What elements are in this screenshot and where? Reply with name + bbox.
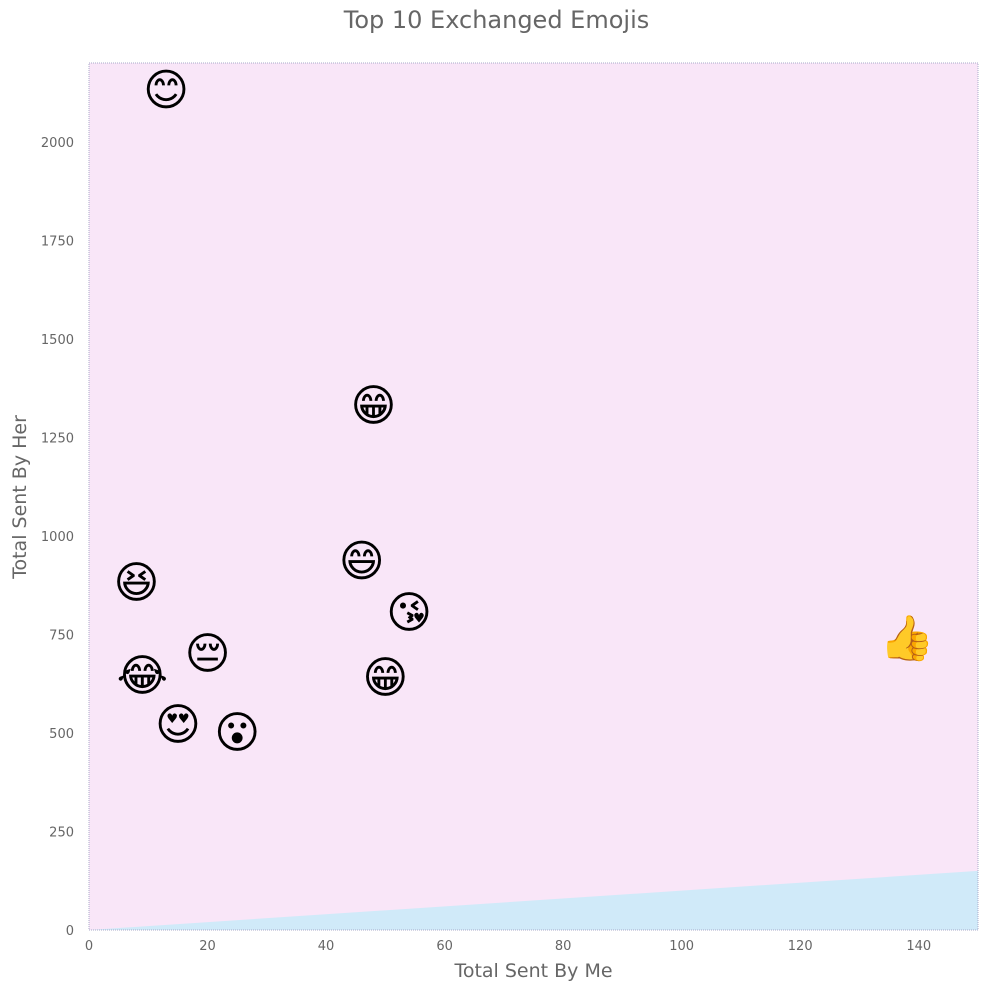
y-tick-label: 1250 [41, 431, 74, 446]
face-blowing-kiss-icon: 😘 [386, 587, 432, 638]
face-with-tears-of-joy-icon: 😂 [117, 650, 168, 701]
face-with-open-mouth-icon: 😮 [214, 707, 260, 758]
reference-area [89, 870, 978, 930]
pensive-face-icon: 😔 [185, 629, 231, 680]
x-tick-label: 120 [788, 939, 813, 954]
thumbs-up-icon: 👍 [879, 613, 934, 664]
y-tick-label: 2000 [41, 136, 74, 151]
y-tick-label: 500 [49, 727, 74, 742]
x-axis-ticks: 0 20 40 60 80 100 120 140 [85, 939, 931, 954]
y-tick-label: 0 [66, 924, 74, 939]
x-tick-label: 100 [669, 939, 694, 954]
y-axis-ticks: 0 250 500 750 1000 1250 1500 1750 2000 [41, 136, 74, 939]
x-tick-label: 40 [318, 939, 335, 954]
plot-area [89, 63, 978, 930]
y-tick-label: 750 [49, 628, 74, 643]
emoji-points: 😊 😁 😆 😄😘 👍 😔 😂 😁 😍 😮 [113, 65, 934, 758]
grinning-face-with-smiling-eyes-icon: 😄 [339, 536, 385, 587]
beaming-face-icon: 😁 [351, 380, 397, 431]
y-tick-label: 1750 [41, 234, 74, 249]
x-tick-label: 60 [436, 939, 453, 954]
y-tick-label: 1000 [41, 530, 74, 545]
x-tick-label: 0 [85, 939, 93, 954]
heart-eyes-face-icon: 😍 [155, 700, 201, 751]
x-tick-label: 140 [906, 939, 931, 954]
x-tick-label: 20 [199, 939, 216, 954]
grinning-squinting-face-icon: 😆 [113, 558, 159, 609]
y-tick-label: 1500 [41, 333, 74, 348]
x-tick-label: 80 [555, 939, 572, 954]
chart-title: Top 10 Exchanged Emojis [343, 6, 650, 34]
smiling-face-with-smiling-eyes-icon: 😊 [143, 65, 189, 116]
y-tick-label: 250 [49, 825, 74, 840]
beaming-face-icon: 😁 [362, 652, 408, 703]
plot-border [88, 62, 979, 931]
x-axis-label: Total Sent By Me [454, 960, 613, 982]
